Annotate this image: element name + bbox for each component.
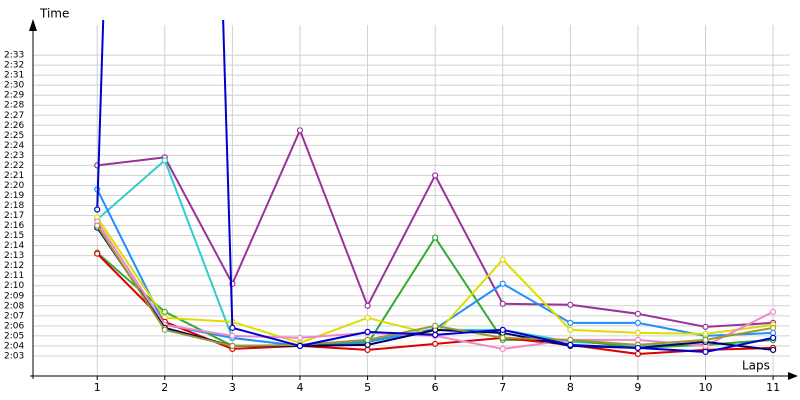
data-point [432,322,439,329]
data-point [567,326,574,333]
y-tick-label: 2:33 [4,51,24,61]
y-tick-label: 2:10 [4,281,24,291]
x-tick-label: 5 [364,381,371,394]
x-tick-label: 8 [567,381,574,394]
y-tick-label: 2:16 [4,221,24,231]
data-point [499,280,506,287]
data-point [634,329,642,336]
y-tick-label: 2:15 [4,231,24,241]
data-point [770,346,777,354]
data-point [499,256,506,263]
x-tick-label: 10 [699,381,713,394]
data-point [499,345,506,353]
y-axis-label: Time [39,7,69,21]
data-point [770,308,777,315]
y-tick-label: 2:24 [4,141,24,151]
x-tick-label: 11 [766,381,780,394]
data-point [364,314,371,321]
x-tick-label: 9 [634,381,641,394]
data-point [364,336,371,343]
data-point [499,300,506,307]
data-point [634,344,642,352]
data-point [296,127,304,134]
data-point [567,341,574,349]
data-point [702,336,709,343]
data-point [770,334,777,341]
y-tick-label: 2:27 [4,111,24,121]
data-point [296,334,304,341]
data-point [161,157,168,164]
data-point [229,324,236,331]
data-point [634,336,642,343]
y-tick-label: 2:04 [4,341,24,351]
data-point [567,319,574,326]
y-tick-label: 2:14 [4,241,24,251]
x-tick-label: 2 [161,381,168,394]
y-tick-label: 2:06 [4,321,24,331]
data-point [364,346,371,354]
y-tick-label: 2:11 [4,271,24,281]
data-point [432,340,439,348]
data-point [432,331,439,338]
y-tick-label: 2:07 [4,311,24,321]
y-axis-arrow [29,19,37,31]
x-tick-label: 4 [296,381,303,394]
y-tick-label: 2:26 [4,121,24,131]
data-point [364,341,371,349]
y-tick-label: 2:08 [4,301,24,311]
y-tick-label: 2:22 [4,161,24,171]
y-tick-label: 2:13 [4,251,24,261]
x-tick-label: 7 [499,381,506,394]
x-tick-label: 3 [229,381,236,394]
data-point [364,302,371,309]
data-point [229,332,236,339]
y-tick-label: 2:25 [4,131,24,141]
data-point [770,329,777,336]
data-point [770,324,777,331]
y-tick-label: 2:23 [4,151,24,161]
data-point [702,330,709,337]
data-point [702,348,709,356]
data-point [634,319,642,326]
y-tick-label: 2:09 [4,291,24,301]
y-tick-label: 2:29 [4,91,24,101]
y-tick-label: 2:20 [4,181,24,191]
data-point [161,308,168,315]
data-point [229,342,236,350]
y-tick-label: 2:28 [4,101,24,111]
x-axis-label: Laps [742,359,770,373]
plot-area [94,20,777,358]
y-tick-label: 2:03 [4,351,24,361]
data-point [432,172,439,179]
data-point [567,301,574,308]
y-tick-label: 2:21 [4,171,24,181]
data-point [296,342,304,350]
data-point [94,222,101,229]
y-tick-label: 2:32 [4,61,24,71]
y-tick-label: 2:12 [4,261,24,271]
data-point [364,328,371,335]
data-point [499,334,506,341]
data-point [94,206,101,213]
x-axis-arrow [788,372,798,380]
data-point [567,336,574,343]
y-tick-label: 2:17 [4,211,24,221]
data-point [161,326,168,333]
y-tick-label: 2:30 [4,81,24,91]
data-point [702,323,709,330]
y-tick-label: 2:31 [4,71,24,81]
data-point [499,326,506,333]
x-tick-label: 1 [94,381,101,394]
data-point [634,350,642,358]
data-point [94,250,101,257]
y-tick-label: 2:19 [4,191,24,201]
y-tick-label: 2:18 [4,201,24,211]
x-tick-label: 6 [432,381,439,394]
y-tick-label: 2:05 [4,331,24,341]
data-point [634,310,642,317]
data-point [432,234,439,241]
